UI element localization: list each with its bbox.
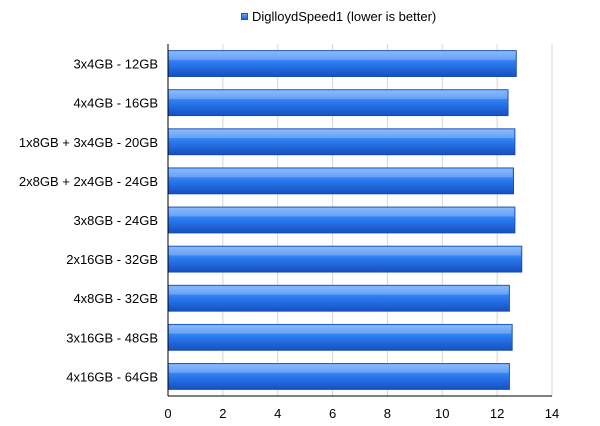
category-labels: 3x4GB - 12GB 4x4GB - 16GB 1x8GB + 3x4GB - …: [19, 57, 158, 385]
bar: [167, 284, 510, 312]
x-tick-label: 14: [545, 406, 559, 421]
bar-highlight: [169, 129, 514, 139]
x-tick-label: 12: [490, 406, 504, 421]
x-tick-labels: 0 2 4 6 8 10 12 14: [164, 406, 559, 421]
bar: [167, 89, 509, 117]
category-label: 3x4GB - 12GB: [73, 57, 158, 72]
category-label: 4x4GB - 16GB: [73, 96, 158, 111]
legend-swatch: [241, 12, 248, 20]
legend-label: DiglloydSpeed1 (lower is better): [252, 8, 437, 24]
bar: [167, 206, 516, 234]
bar: [167, 128, 516, 156]
x-tick-label: 10: [435, 406, 449, 421]
bar-highlight: [169, 247, 521, 256]
x-tick-label: 0: [164, 406, 171, 421]
bar: [167, 363, 510, 390]
bar-highlight: [169, 286, 509, 295]
category-label: 4x16GB - 64GB: [66, 369, 158, 384]
bar: [167, 323, 513, 351]
bar: [167, 167, 515, 195]
category-label: 3x8GB - 24GB: [73, 213, 158, 228]
bars: [167, 50, 523, 390]
bar-highlight: [169, 364, 509, 373]
x-tick-label: 2: [219, 406, 226, 421]
category-label: 4x8GB - 32GB: [73, 291, 158, 306]
bar-highlight: [169, 51, 516, 60]
x-tick-label: 8: [384, 406, 391, 421]
bar-highlight: [169, 90, 508, 99]
category-label: 2x8GB + 2x4GB - 24GB: [19, 174, 158, 189]
category-label: 2x16GB - 32GB: [66, 252, 158, 267]
bar-highlight: [169, 168, 513, 178]
bar-highlight: [169, 208, 514, 217]
axes: [167, 44, 552, 397]
category-label: 3x16GB - 48GB: [66, 330, 158, 345]
category-label: 1x8GB + 3x4GB - 20GB: [19, 135, 158, 150]
chart-legend: DiglloydSpeed1 (lower is better): [241, 6, 436, 26]
x-tick-label: 4: [274, 406, 281, 421]
bar: [167, 245, 523, 273]
bar-highlight: [169, 325, 512, 334]
x-tick-label: 6: [329, 406, 336, 421]
